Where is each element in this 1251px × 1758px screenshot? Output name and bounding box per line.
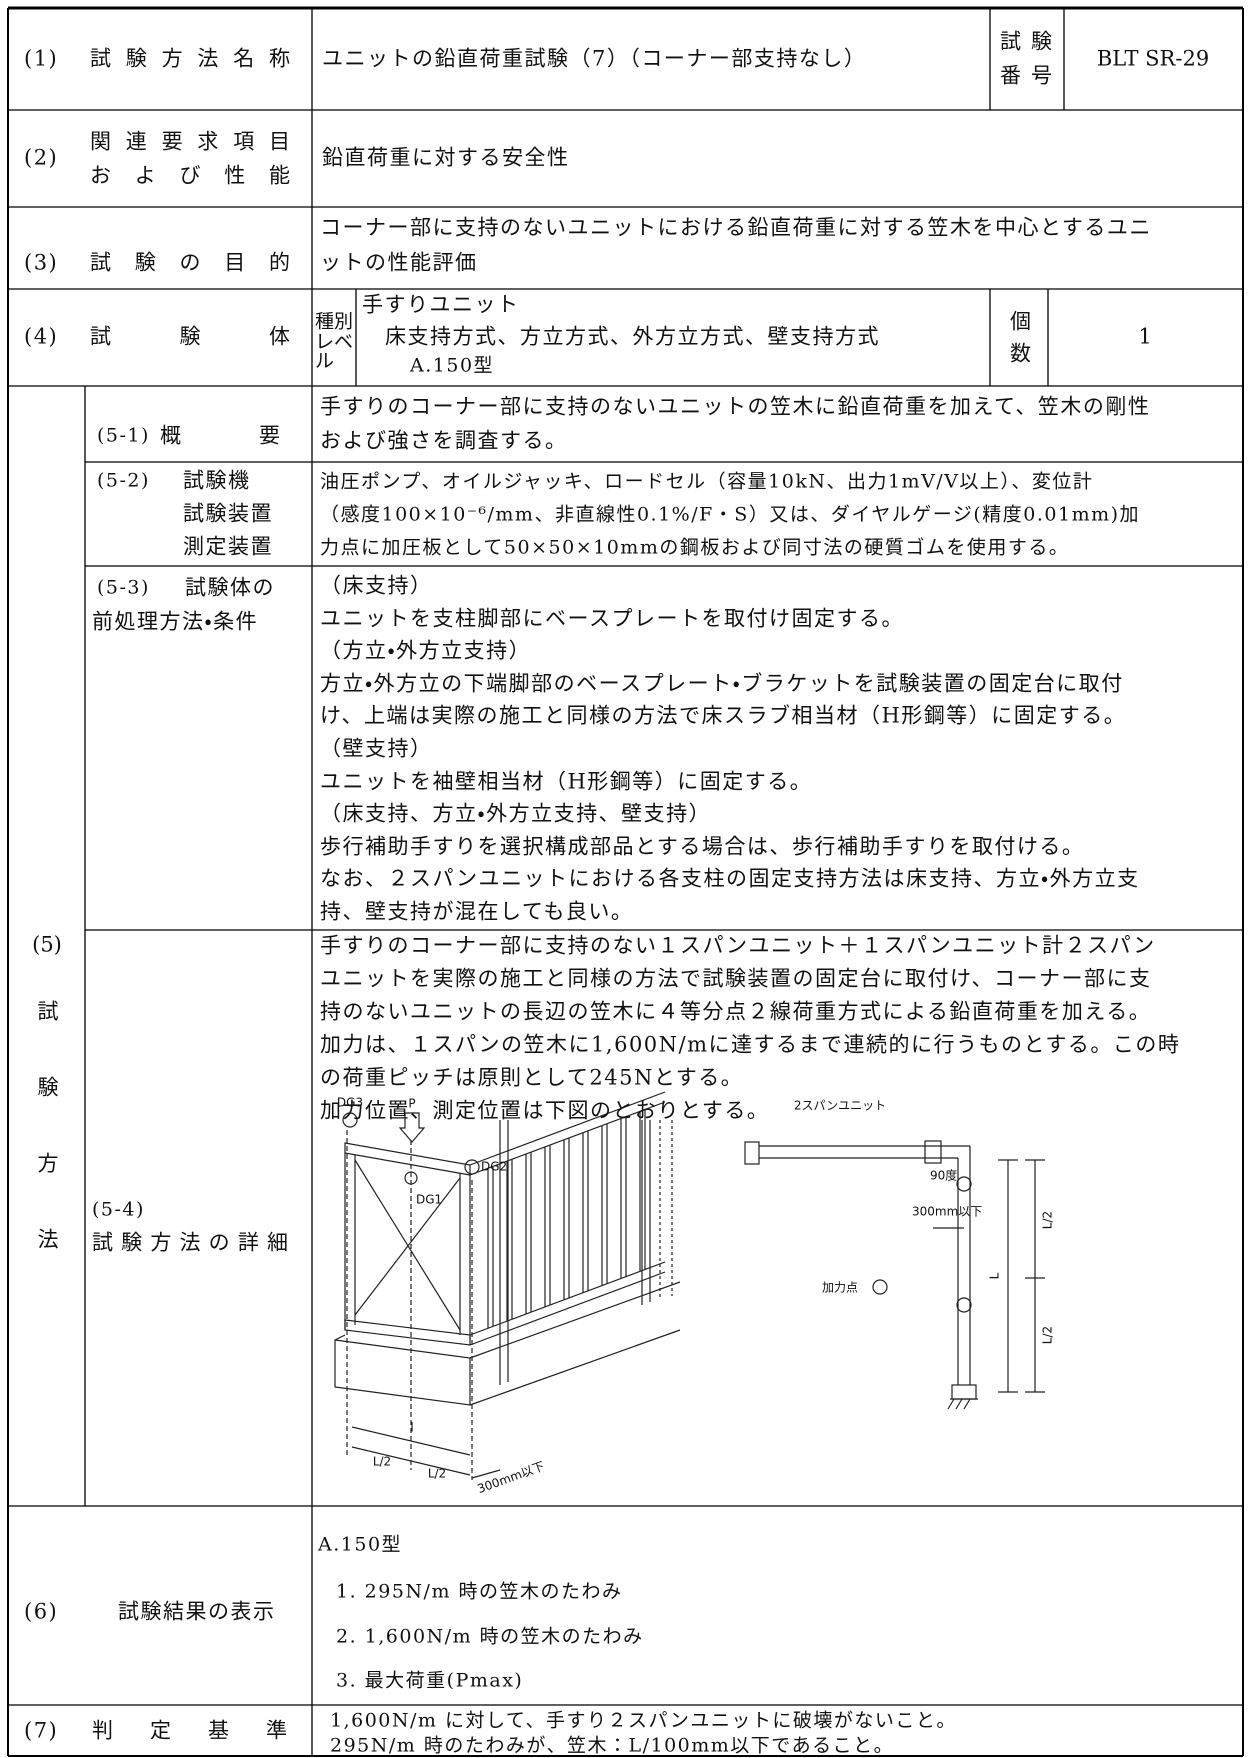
cell-text: A.150型	[410, 354, 495, 377]
figure-label: 加力点	[822, 1281, 858, 1295]
cell-text: 1,600N/m に対して、手すり２スパンユニットに破壊がないこと。	[330, 1709, 957, 1732]
figure-label: L	[988, 1272, 1002, 1279]
sub-number: (5-2)	[97, 469, 150, 492]
test-number: BLT SR-29	[1096, 46, 1210, 71]
row-number: (5)	[32, 932, 62, 957]
cell-text: コーナー部に支持のないユニットにおける鉛直荷重に対する笠木を中心とするユニ	[320, 215, 1152, 240]
cell-text: （床支持）	[320, 573, 433, 598]
figure-label: DG3	[337, 1096, 363, 1110]
plan-figure	[744, 1140, 1045, 1410]
cell-text: （方立・外方立支持）	[320, 638, 532, 663]
figure-label: L/2	[1041, 1326, 1055, 1344]
cell-text: （壁支持）	[320, 736, 433, 761]
sub-number: (5-4)	[92, 1198, 145, 1221]
count: 1	[1138, 324, 1152, 349]
row-number: (1)	[24, 46, 59, 71]
cell-text: 持のないユニットの長辺の笠木に４等分点２線荷重方式による鉛直荷重を加える。	[320, 999, 1152, 1024]
cell-text: 手すりのコーナー部に支持のない１スパンユニット＋１スパンユニット計２スパン	[320, 933, 1156, 958]
row-number: (4)	[24, 324, 59, 349]
cell-text: ユニットの鉛直荷重試験（7）（コーナー部支持なし）	[322, 46, 867, 71]
figure-label: DG2	[481, 1160, 507, 1174]
figure-label: L/2	[1041, 1211, 1055, 1229]
cell-text: 方立・外方立の下端脚部のベースプレート・ブラケットを試験装置の固定台に取付	[320, 671, 1124, 696]
cell-text: 歩行補助手すりを選択構成部品とする場合は、歩行補助手すりを取付ける。	[320, 834, 1085, 859]
sub-label: 前処理方法・条件	[92, 609, 259, 634]
figure-label: l	[410, 1421, 413, 1435]
row-number: (3)	[24, 250, 59, 275]
cell-text: 加力は、１スパンの笠木に1,600N/mに達するまで連続的に行うものとする。この…	[320, 1032, 1181, 1057]
figure-label: P	[408, 1097, 415, 1111]
figure-label: L/2	[373, 1455, 391, 1469]
figure-label: L/2	[428, 1467, 446, 1481]
sub-label: 試験機	[183, 468, 251, 493]
cell-text: 床支持方式、方立方式、外方立方式、壁支持方式	[385, 324, 880, 349]
sub-label: 試験体の	[185, 575, 275, 600]
figure-label: 2スパンユニット	[794, 1099, 886, 1113]
row-label: および性能	[90, 163, 290, 188]
cell-text: 持、壁支持が混在しても良い。	[320, 899, 634, 924]
row-label: 判定基準	[92, 1718, 287, 1743]
cell-text: 1. 295N/m 時の笠木のたわみ	[336, 1580, 623, 1603]
cell-text: （感度100×10⁻⁶/mm、非直線性0.1%/F・S）又は、ダイヤルゲージ(精…	[320, 503, 1141, 526]
row-label: 試験の目的	[90, 250, 290, 275]
cell-text: 295N/m 時のたわみが、笠木：L/100mm以下であること。	[330, 1734, 895, 1757]
cell-text: 鉛直荷重に対する安全性	[322, 145, 570, 170]
cell-text: および強さを調査する。	[320, 428, 568, 453]
cell-label: 数	[1010, 341, 1033, 366]
figure-label: DG1	[416, 1193, 442, 1207]
cell-text: 手すりユニット	[362, 292, 520, 317]
row-label: 試験結果の表示	[118, 1599, 276, 1624]
figure-label: 90度	[930, 1169, 957, 1183]
cell-text: ットの性能評価	[320, 250, 478, 275]
cell-text: 加力位置、測定位置は下図のとおりとする。	[320, 1098, 770, 1123]
railing-figure	[334, 1091, 681, 1480]
cell-text: 3. 最大荷重(Pmax)	[336, 1669, 524, 1692]
figure-label: 300mm以下	[912, 1205, 982, 1219]
cell-text: 力点に加圧板として50×50×10mmの鋼板および同寸法の硬質ゴムを使用する。	[320, 536, 1070, 559]
row-label: 試験体	[90, 324, 290, 349]
row-number: (7)	[24, 1718, 59, 1743]
cell-text: 油圧ポンプ、オイルジャッキ、ロードセル（容量10kN、出力1mV/V以上）、変位…	[320, 470, 1094, 493]
cell-text: の荷重ピッチは原則として245Nとする。	[320, 1065, 744, 1090]
cell-label: 個	[1010, 309, 1033, 334]
row-label: 関連要求項目	[90, 129, 290, 154]
sub-label: 試験装置	[183, 501, 273, 526]
sub-number: (5-1)	[97, 424, 150, 447]
row-label: 試験方法名称	[90, 46, 290, 71]
sub-label: 概要	[160, 423, 280, 448]
cell-label: 番号	[1000, 63, 1052, 88]
cell-label: 種別	[315, 310, 354, 333]
cell-text: ユニットを支柱脚部にベースプレートを取付け固定する。	[320, 606, 904, 631]
cell-text: （床支持、方立・外方立支持、壁支持）	[320, 801, 712, 826]
row-label: 試験方法	[35, 1000, 59, 1304]
figure-label: 300mm以下	[475, 1459, 546, 1496]
cell-text: A.150型	[318, 1533, 403, 1556]
cell-text: 2. 1,600N/m 時の笠木のたわみ	[336, 1625, 644, 1648]
cell-label: 試験	[1000, 29, 1052, 54]
sub-label: 測定装置	[183, 534, 273, 559]
cell-text: け、上端は実際の施工と同様の方法で床スラブ相当材（H形鋼等）に固定する。	[320, 703, 1127, 728]
cell-text: なお、２スパンユニットにおける各支柱の固定支持方法は床支持、方立・外方立支	[320, 866, 1140, 891]
sub-label: 試験方法の詳細	[92, 1230, 288, 1255]
row-number: (2)	[24, 145, 59, 170]
row-number: (6)	[24, 1599, 59, 1624]
cell-text: ユニットを袖壁相当材（H形鋼等）に固定する。	[320, 769, 813, 794]
cell-label: レベル	[315, 331, 354, 372]
sub-number: (5-3)	[97, 576, 150, 599]
cell-text: ユニットを実際の施工と同様の方法で試験装置の固定台に取付け、コーナー部に支	[320, 966, 1152, 991]
cell-text: 手すりのコーナー部に支持のないユニットの笠木に鉛直荷重を加えて、笠木の剛性	[320, 394, 1151, 419]
